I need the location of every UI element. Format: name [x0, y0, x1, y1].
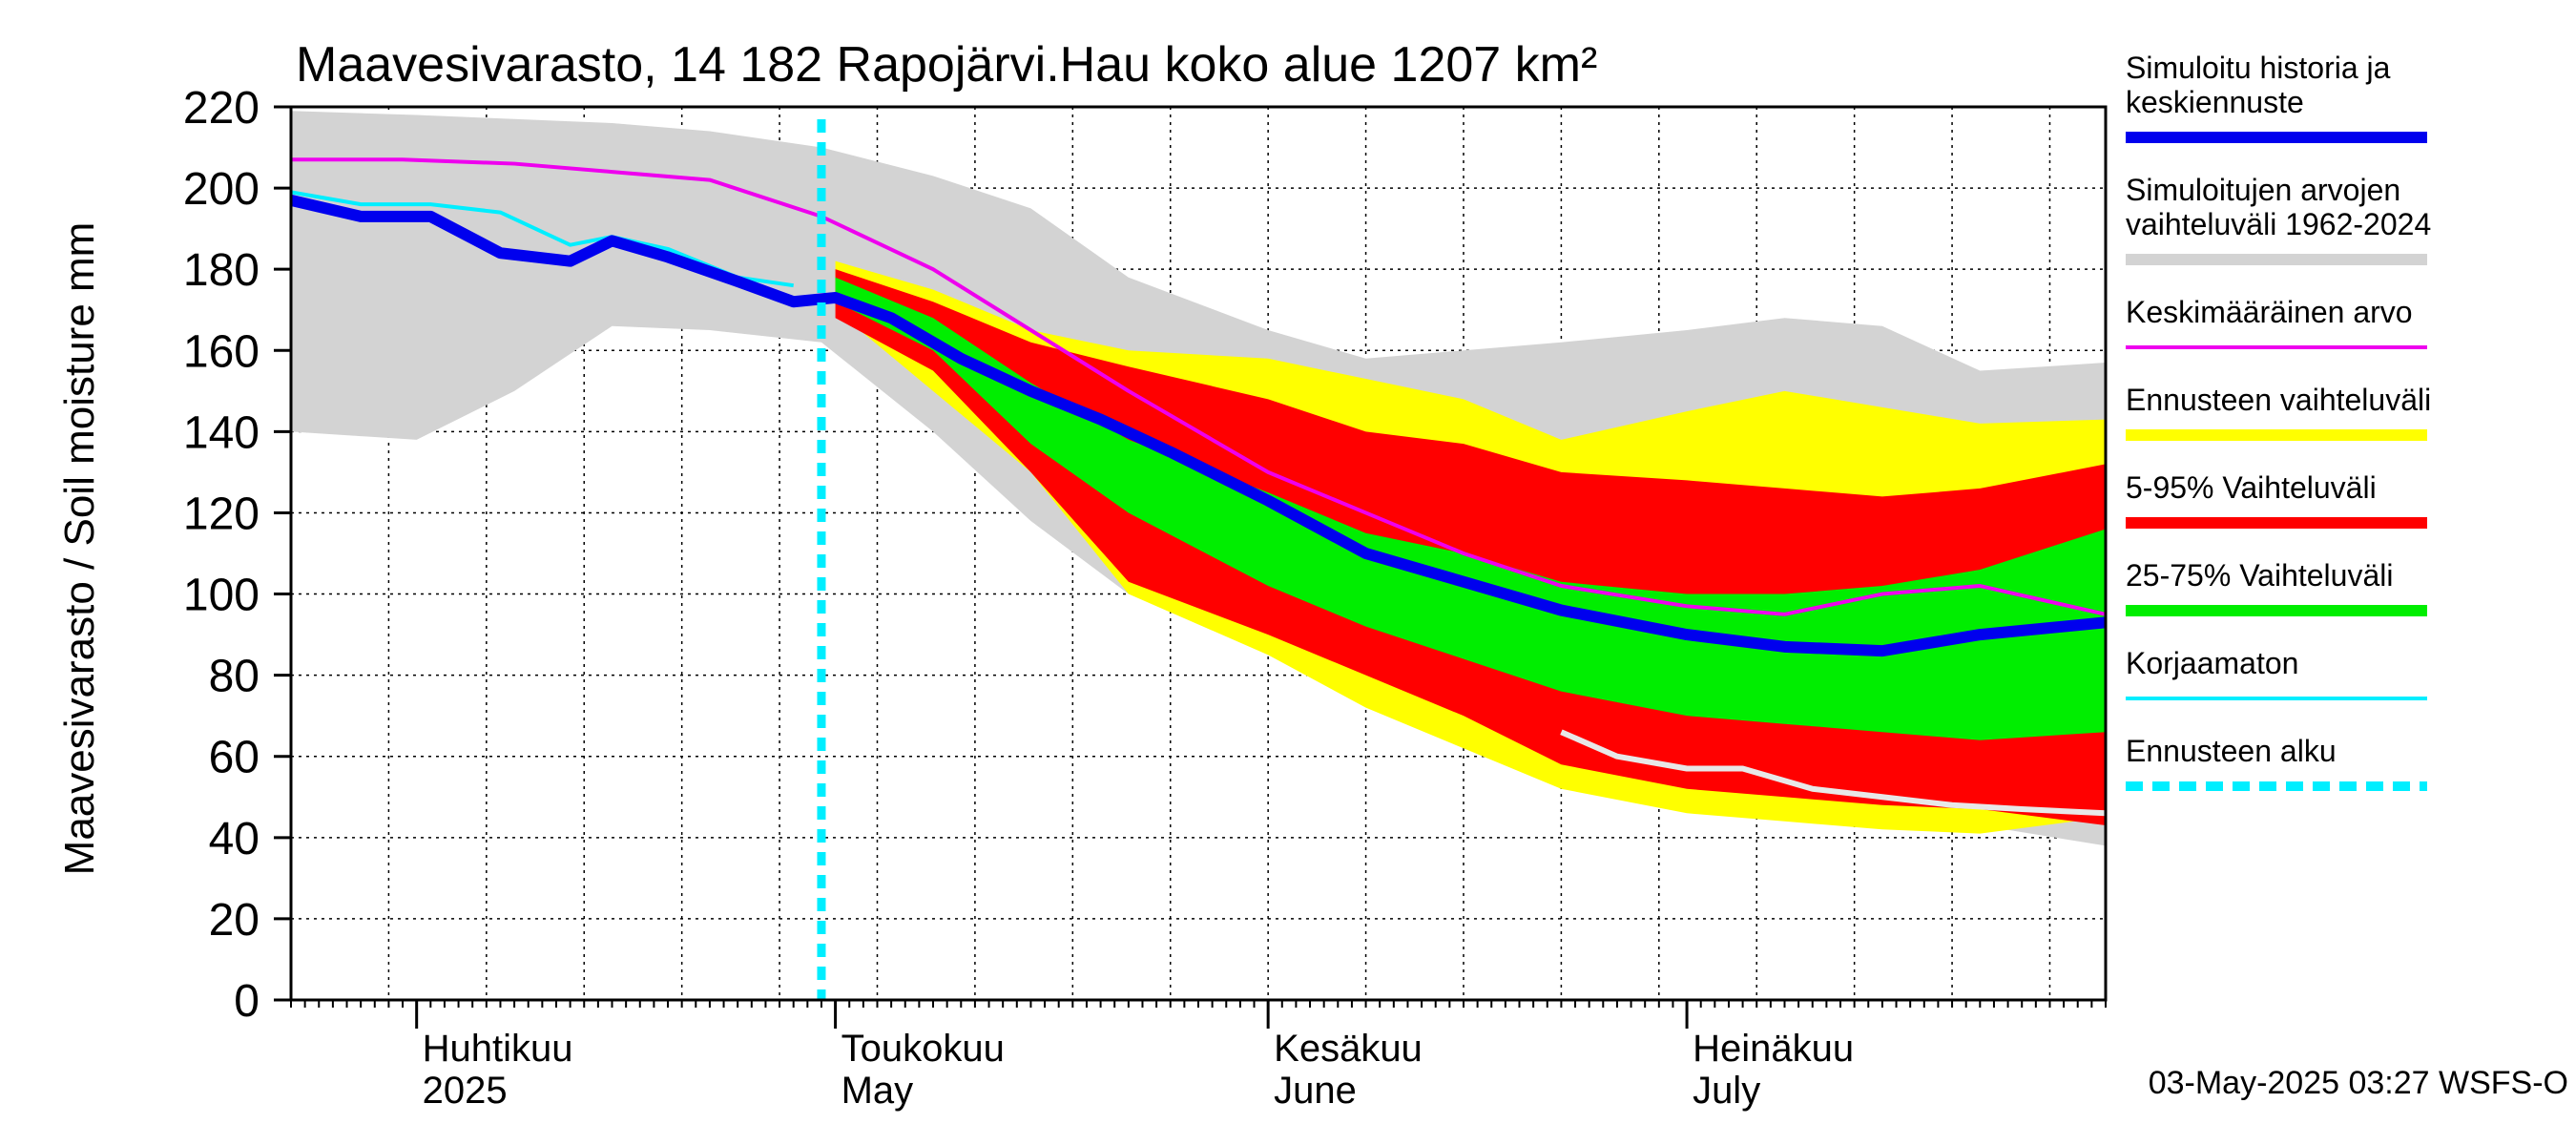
legend-label-p25_75: 25-75% Vaihteluväli: [2126, 558, 2393, 593]
x-month-label-sub: May: [841, 1070, 914, 1112]
x-month-label-sub: 2025: [423, 1070, 508, 1112]
y-tick-label: 140: [183, 407, 260, 458]
legend-label-p5_95: 5-95% Vaihteluväli: [2126, 470, 2377, 505]
legend-label-forecast_start: Ennusteen alku: [2126, 734, 2337, 768]
legend-label-history_range: Simuloitujen arvojen vaihteluväli 1962-20…: [2126, 173, 2431, 241]
p25_75-band: [835, 277, 2106, 740]
x-month-label: Heinäkuu: [1693, 1028, 1854, 1070]
y-tick-label: 200: [183, 164, 260, 215]
y-tick-label: 20: [209, 895, 260, 946]
y-tick-label: 100: [183, 571, 260, 621]
y-tick-label: 60: [209, 733, 260, 783]
footer-timestamp: 03-May-2025 03:27 WSFS-O: [2149, 1065, 2568, 1101]
x-month-label-sub: June: [1274, 1070, 1357, 1112]
x-month-label-sub: July: [1693, 1070, 1760, 1112]
simulated-line: [289, 195, 2107, 657]
legend-label-uncorrected: Korjaamaton: [2126, 646, 2298, 680]
mean-line: [291, 157, 2107, 616]
x-month-label: Kesäkuu: [1274, 1028, 1423, 1070]
plot-area: 0 20 40 60 80 100 120 140 160 180 200 220 Huhtikuu20…: [183, 83, 2108, 1112]
legend-label-forecast_range: Ennusteen vaihteluväli: [2126, 383, 2431, 417]
y-tick-label: 120: [183, 489, 260, 539]
y-tick-label: 220: [183, 83, 260, 134]
y-tick-label: 80: [209, 652, 260, 702]
legend-label-simulated: Simuloitu historia ja keskiennuste: [2126, 51, 2391, 119]
legend-label-mean: Keskimääräinen arvo: [2126, 295, 2413, 329]
lower_trace-line: [1560, 729, 2107, 817]
y-tick-label: 0: [234, 976, 260, 1027]
y-tick-label: 40: [209, 814, 260, 864]
chart-title: Maavesivarasto, 14 182 Rapojärvi.Hau kok…: [296, 37, 1597, 93]
y-axis-label: Maavesivarasto / Soil moisture mm: [56, 222, 103, 876]
x-month-label: Toukokuu: [841, 1028, 1005, 1070]
x-month-label: Huhtikuu: [423, 1028, 573, 1070]
legend: Simuloitu historia ja keskiennuste Simuloi…: [2126, 51, 2431, 791]
y-tick-label: 180: [183, 245, 260, 296]
y-tick-label: 160: [183, 326, 260, 377]
